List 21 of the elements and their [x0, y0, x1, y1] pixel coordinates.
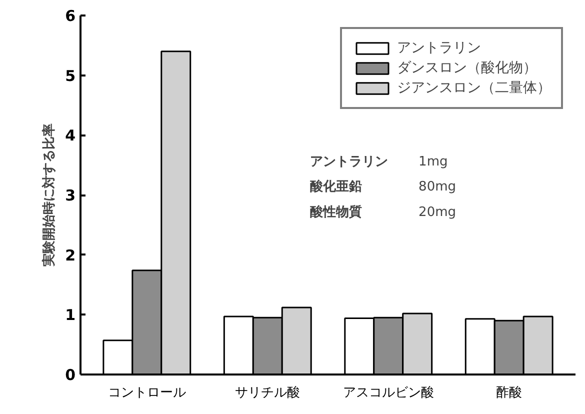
annotation: 酸性物質 — [310, 204, 362, 220]
x-tick-label: サリチル酸 — [235, 386, 300, 400]
legend-label: アントラリン — [397, 39, 481, 57]
annotation: 20mg — [418, 204, 456, 220]
annotation: アントラリン — [310, 154, 388, 170]
legend-label: ジアンスロン（二量体） — [397, 79, 551, 97]
annotation: 80mg — [418, 180, 456, 195]
annotation: 1mg — [418, 154, 448, 170]
annotation: 酸化亜鉛 — [310, 178, 362, 195]
y-axis-title: 実験開始時に対する比率 — [41, 124, 58, 268]
x-tick-label: 酢酸 — [496, 386, 522, 400]
y-tick-label: 4 — [65, 126, 76, 145]
x-tick-label: コントロール — [108, 386, 186, 400]
y-tick-label: 5 — [65, 66, 76, 85]
y-tick-label: 0 — [65, 366, 76, 384]
x-tick-label: アスコルビン酸 — [342, 386, 434, 400]
y-tick-label: 6 — [65, 7, 76, 25]
legend-label: ダンスロン（酸化物） — [397, 59, 537, 77]
y-tick-label: 1 — [65, 306, 76, 324]
y-tick-label: 2 — [65, 246, 76, 264]
y-tick-label: 3 — [65, 186, 76, 204]
